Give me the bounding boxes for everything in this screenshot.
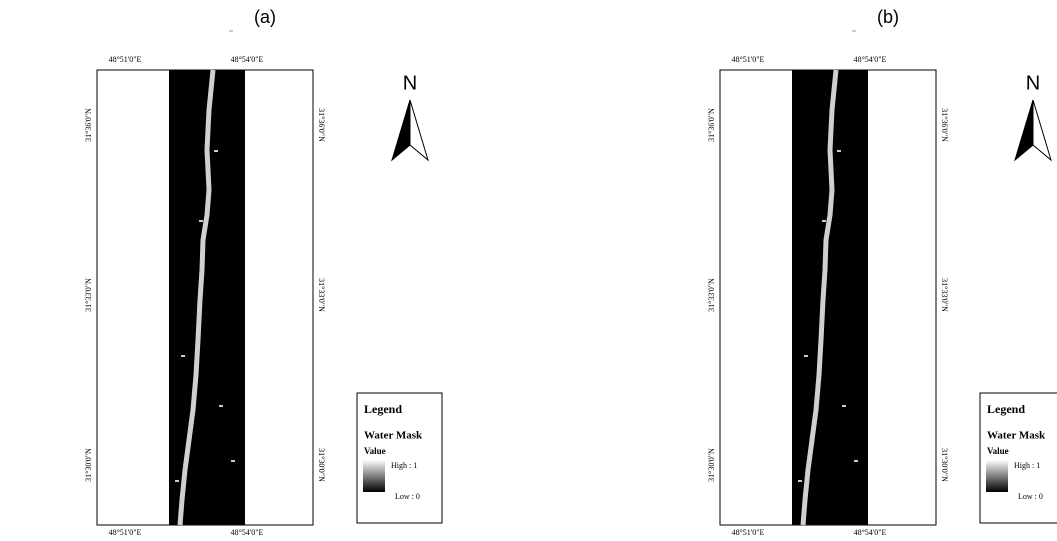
bottom-coord: 48°51'0"E [732,528,765,537]
bottom-coord: 48°54'0"E [231,528,264,537]
figure: (a) 48°51'0"E 48°51'0"E 48°54'0"E 48°54'0"E 3… [0,0,1057,541]
legend-high: High : 1 [1014,461,1040,470]
north-arrow-right [410,100,428,160]
panel-label: (b) [877,7,899,27]
water-speck [837,150,841,152]
left-coord: 31°33'0"N [84,278,93,312]
water-speck [854,460,858,462]
water-speck [231,460,235,462]
legend-title: Legend [987,402,1025,416]
water-speck [804,355,808,357]
right-coord: 31°30'0"N [317,448,326,482]
right-coord: 31°30'0"N [940,448,949,482]
right-coord: 31°33'0"N [317,278,326,312]
bottom-coord: 48°51'0"E [109,528,142,537]
legend-high: High : 1 [391,461,417,470]
legend-low: Low : 0 [1018,492,1043,501]
legend-ramp [986,460,1008,492]
legend-title: Legend [364,402,402,416]
water-speck [181,355,185,357]
north-label: N [403,72,417,94]
top-coord: 48°54'0"E [231,55,264,64]
right-coord: 31°33'0"N [940,278,949,312]
water-speck [229,30,233,32]
water-speck [842,405,846,407]
legend-low: Low : 0 [395,492,420,501]
north-arrow-right [1033,100,1051,160]
left-coord: 31°30'0"N [84,448,93,482]
bottom-coord: 48°54'0"E [854,528,887,537]
legend-ramp [363,460,385,492]
legend-layer: Water Mask [364,430,423,442]
right-coord: 31°36'0"N [317,108,326,142]
water-speck [852,30,856,32]
top-coord: 48°51'0"E [732,55,765,64]
water-speck [219,405,223,407]
left-coord: 31°33'0"N [707,278,716,312]
panel-label: (a) [254,7,276,27]
water-speck [214,150,218,152]
north-label: N [1026,72,1040,94]
water-speck [798,480,802,482]
left-coord: 31°36'0"N [84,108,93,142]
legend-layer: Water Mask [987,430,1046,442]
top-coord: 48°54'0"E [854,55,887,64]
legend-field: Value [987,446,1009,456]
water-speck [822,220,826,222]
legend-field: Value [364,446,386,456]
left-coord: 31°36'0"N [707,108,716,142]
left-coord: 31°30'0"N [707,448,716,482]
water-speck [199,220,203,222]
top-coord: 48°51'0"E [109,55,142,64]
right-coord: 31°36'0"N [940,108,949,142]
water-speck [175,480,179,482]
north-arrow-left [1015,100,1033,160]
north-arrow-left [392,100,410,160]
